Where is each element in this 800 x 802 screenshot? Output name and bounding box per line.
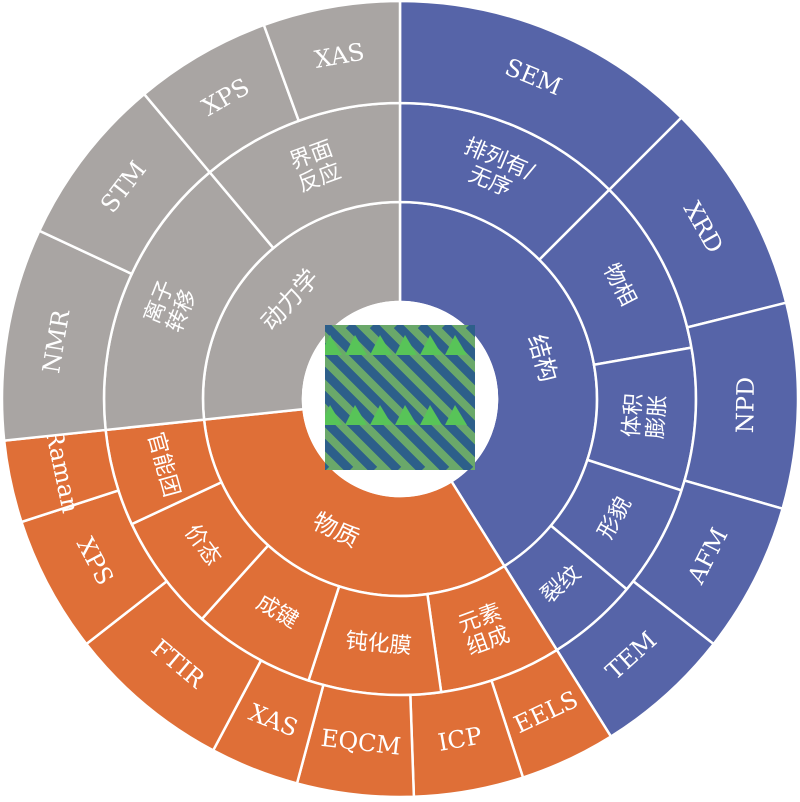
outer-label: NPD [731, 377, 760, 434]
crystal-tetrahedron [325, 405, 342, 425]
middle-label-group: 钝化膜 [345, 629, 413, 660]
middle-label: 钝化膜 [345, 629, 413, 660]
crystal-chain [417, 325, 475, 386]
crystal-tetrahedron [420, 335, 442, 355]
middle-label: 体积 [619, 392, 647, 438]
crystal-tetrahedron [445, 335, 467, 355]
crystal-chain [393, 325, 475, 410]
crystal-chain [325, 390, 402, 470]
crystal-tetrahedron [345, 405, 367, 425]
crystal-tetrahedron [345, 335, 367, 355]
crystal-tetrahedron [325, 335, 342, 355]
crystal-chain [369, 325, 475, 434]
crystal-tetrahedron [370, 405, 392, 425]
middle-label: 膨胀 [643, 394, 671, 440]
crystal-image [325, 325, 475, 470]
outer-sector [262, 0, 402, 123]
crystal-tetrahedron [395, 405, 417, 425]
crystal-tetrahedron [395, 335, 417, 355]
crystal-chain [325, 414, 378, 470]
crystal-chain [441, 325, 475, 362]
crystal-tetrahedron [445, 405, 467, 425]
crystal-tetrahedron [370, 335, 392, 355]
crystal-tetrahedron [420, 405, 442, 425]
crystal-chain [325, 366, 426, 470]
crystal-chain [325, 438, 354, 470]
outer-label-group: NPD [731, 377, 760, 434]
